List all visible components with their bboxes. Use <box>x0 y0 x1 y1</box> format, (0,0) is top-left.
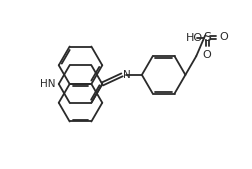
Text: S: S <box>202 31 210 44</box>
Text: HN: HN <box>40 79 55 89</box>
Text: N: N <box>122 70 130 80</box>
Text: O: O <box>202 50 211 60</box>
Text: O: O <box>218 32 227 42</box>
Text: HO: HO <box>185 33 202 43</box>
